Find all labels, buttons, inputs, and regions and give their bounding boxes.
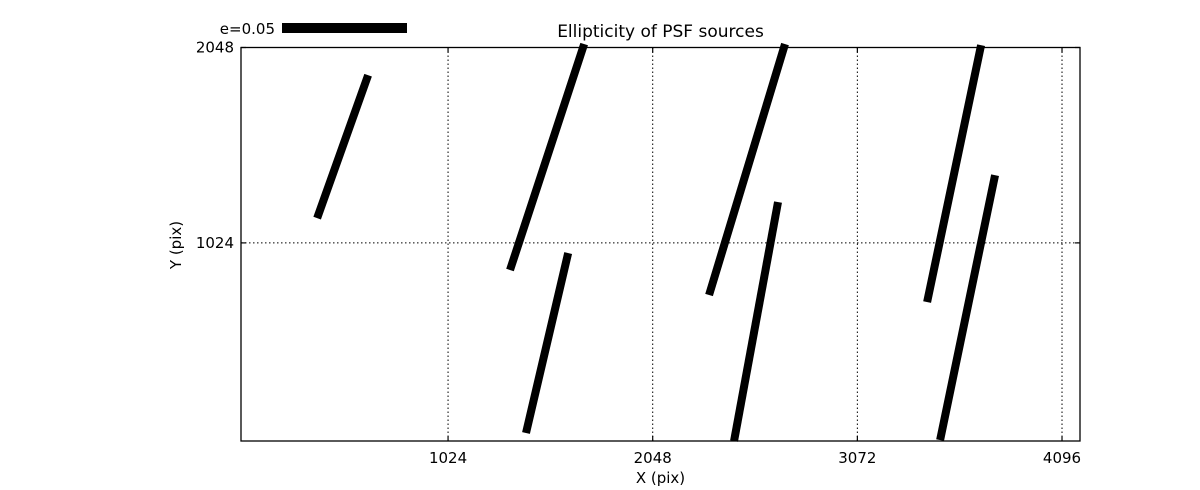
ellipticity-whisker xyxy=(936,174,999,441)
ellipticity-whisker xyxy=(313,73,372,220)
y-axis-label: Y (pix) xyxy=(167,220,185,270)
x-tick-label: 2048 xyxy=(634,449,672,467)
legend-label: e=0.05 xyxy=(219,20,275,38)
legend-scale-bar xyxy=(282,23,407,33)
ellipticity-whisker xyxy=(730,201,782,442)
y-tick-label: 1024 xyxy=(196,234,234,252)
ellipticity-whisker xyxy=(923,44,985,303)
ellipticity-whisker xyxy=(705,42,789,297)
ellipticity-whisker xyxy=(506,42,588,272)
x-tick-label: 4096 xyxy=(1043,449,1081,467)
axes-box xyxy=(240,46,1081,442)
ellipticity-whisker xyxy=(522,252,573,434)
y-tick-label: 2048 xyxy=(196,39,234,57)
chart-title: Ellipticity of PSF sources xyxy=(557,22,764,42)
x-axis-label: X (pix) xyxy=(635,469,686,487)
x-tick-label: 3072 xyxy=(838,449,876,467)
x-tick-label: 1024 xyxy=(429,449,467,467)
